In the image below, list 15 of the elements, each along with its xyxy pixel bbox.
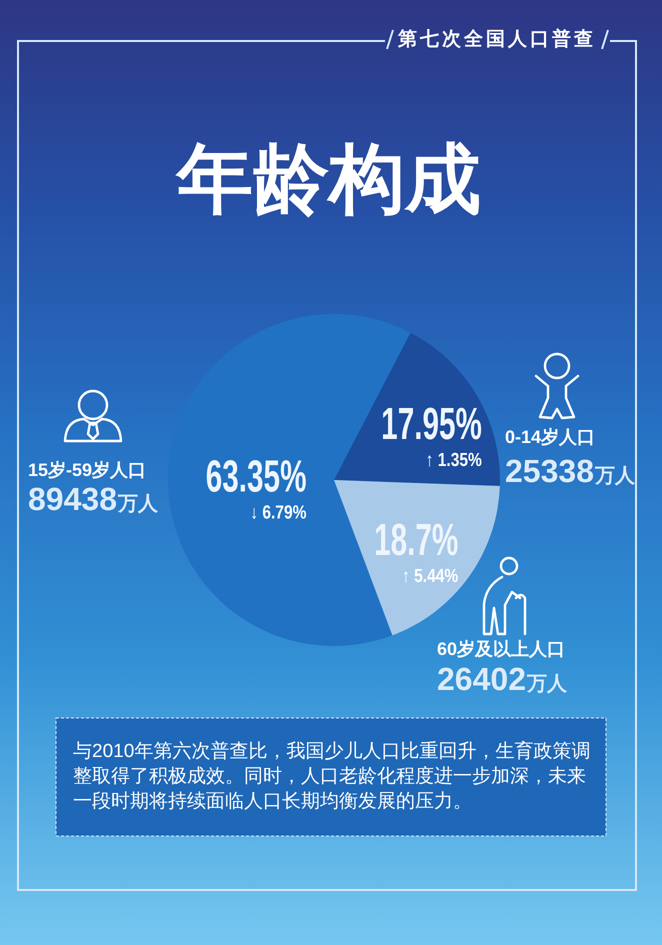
chart-subtitle: 第七次全国人口普查 <box>397 28 596 50</box>
text: 25338万人 <box>505 453 636 489</box>
text: 26402万人 <box>437 661 568 697</box>
text: ↑ 1.35% <box>426 448 482 471</box>
data-label: 63.35% <box>206 451 306 502</box>
text: 89438万人 <box>28 481 159 517</box>
slice-label: 15岁-59岁人口 <box>28 460 146 480</box>
text: ↑ 5.44% <box>402 564 458 587</box>
slice-label: 0-14岁人口 <box>505 427 596 447</box>
chart-title: 年龄构成 <box>175 137 481 222</box>
data-label: 18.7% <box>374 515 458 566</box>
slice-label: 60岁及以上人口 <box>437 639 566 659</box>
text: ↓ 6.79% <box>250 500 306 523</box>
text: 与2010年第六次普查比，我国少儿人口比重回升，生育政策调整取得了积极成效。同时，人口老龄化程度进一步加深，未来一段时期将持续面临人口长期均衡发展的压力。 <box>73 740 590 812</box>
data-label: 17.95% <box>381 399 482 450</box>
